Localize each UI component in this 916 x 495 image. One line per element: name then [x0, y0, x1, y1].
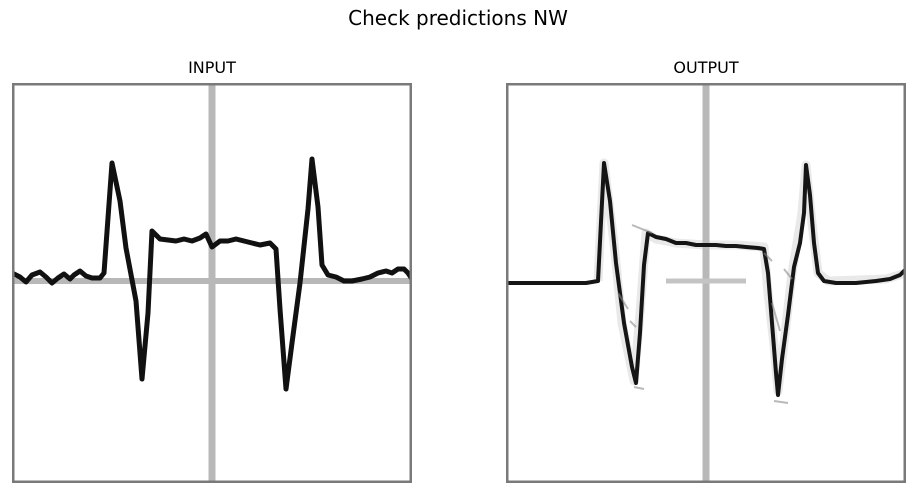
input-trace [12, 156, 412, 392]
input-image [12, 83, 412, 483]
reconstruction-artifact [617, 224, 793, 404]
ecg-trace-clean-icon [12, 83, 412, 483]
output-trace [506, 161, 906, 397]
output-image [506, 83, 906, 483]
output-panel-title: OUTPUT [673, 58, 739, 77]
input-panel-title: INPUT [188, 58, 236, 77]
ecg-trace-reconstructed-icon [506, 83, 906, 483]
figure-title: Check predictions NW [348, 6, 568, 30]
